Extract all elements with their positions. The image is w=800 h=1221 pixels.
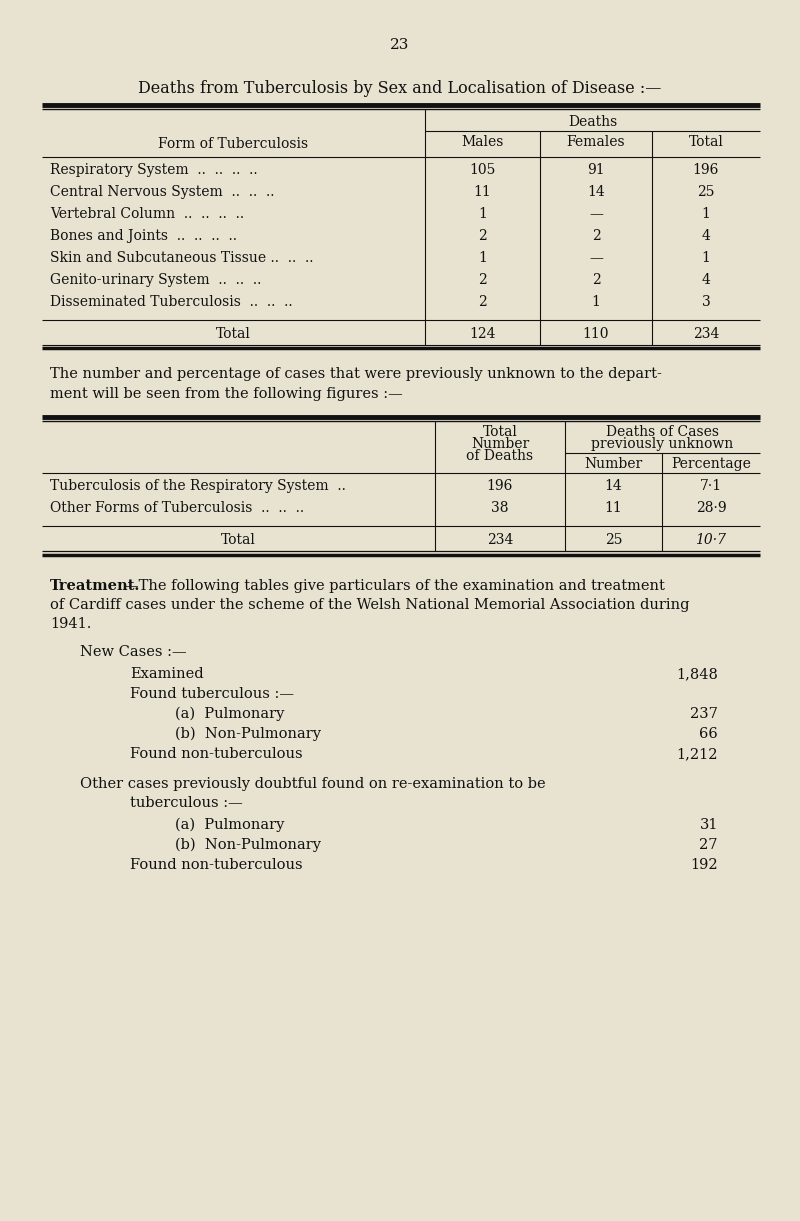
Text: Vertebral Column  ..  ..  ..  ..: Vertebral Column .. .. .. .. <box>50 208 244 221</box>
Text: ment will be seen from the following figures :—: ment will be seen from the following fig… <box>50 387 402 400</box>
Text: 2: 2 <box>592 274 600 287</box>
Text: Found tuberculous :—: Found tuberculous :— <box>130 687 294 701</box>
Text: 4: 4 <box>702 230 710 243</box>
Text: Total: Total <box>482 425 518 440</box>
Text: Disseminated Tuberculosis  ..  ..  ..: Disseminated Tuberculosis .. .. .. <box>50 295 293 309</box>
Text: 27: 27 <box>699 838 718 852</box>
Text: 25: 25 <box>605 534 622 547</box>
Text: 1941.: 1941. <box>50 617 91 631</box>
Text: 91: 91 <box>587 162 605 177</box>
Text: 7·1: 7·1 <box>700 479 722 493</box>
Text: 196: 196 <box>487 479 513 493</box>
Text: previously unknown: previously unknown <box>591 437 734 451</box>
Text: 124: 124 <box>470 327 496 341</box>
Text: —: — <box>589 252 603 265</box>
Text: 105: 105 <box>470 162 496 177</box>
Text: Form of Tuberculosis: Form of Tuberculosis <box>158 137 309 151</box>
Text: New Cases :—: New Cases :— <box>80 645 186 659</box>
Text: 25: 25 <box>698 186 714 199</box>
Text: The number and percentage of cases that were previously unknown to the depart-: The number and percentage of cases that … <box>50 368 662 381</box>
Text: 10·7: 10·7 <box>695 534 726 547</box>
Text: Deaths: Deaths <box>568 115 617 129</box>
Text: (a)  Pulmonary: (a) Pulmonary <box>175 818 284 833</box>
Text: Total: Total <box>216 327 251 341</box>
Text: 110: 110 <box>582 327 610 341</box>
Text: Number: Number <box>584 457 642 471</box>
Text: Number: Number <box>471 437 529 451</box>
Text: Other cases previously doubtful found on re-examination to be: Other cases previously doubtful found on… <box>80 777 546 791</box>
Text: Found non-tuberculous: Found non-tuberculous <box>130 858 302 872</box>
Text: Percentage: Percentage <box>671 457 751 471</box>
Text: (b)  Non-Pulmonary: (b) Non-Pulmonary <box>175 838 321 852</box>
Text: Genito-urinary System  ..  ..  ..: Genito-urinary System .. .. .. <box>50 274 262 287</box>
Text: 192: 192 <box>690 858 718 872</box>
Text: 2: 2 <box>478 230 487 243</box>
Text: of Deaths: of Deaths <box>466 449 534 463</box>
Text: Deaths from Tuberculosis by Sex and Localisation of Disease :—: Deaths from Tuberculosis by Sex and Loca… <box>138 81 662 96</box>
Text: 1: 1 <box>591 295 601 309</box>
Text: Found non-tuberculous: Found non-tuberculous <box>130 747 302 761</box>
Text: 14: 14 <box>587 186 605 199</box>
Text: Females: Females <box>566 136 626 149</box>
Text: Treatment.: Treatment. <box>50 579 140 593</box>
Text: tuberculous :—: tuberculous :— <box>130 796 242 810</box>
Text: 28·9: 28·9 <box>696 501 726 515</box>
Text: 31: 31 <box>699 818 718 832</box>
Text: 234: 234 <box>693 327 719 341</box>
Text: (b)  Non-Pulmonary: (b) Non-Pulmonary <box>175 726 321 741</box>
Text: 4: 4 <box>702 274 710 287</box>
Text: Total: Total <box>689 136 723 149</box>
Text: 196: 196 <box>693 162 719 177</box>
Text: 38: 38 <box>491 501 509 515</box>
Text: 1: 1 <box>478 208 487 221</box>
Text: 234: 234 <box>487 534 513 547</box>
Text: 2: 2 <box>478 274 487 287</box>
Text: Other Forms of Tuberculosis  ..  ..  ..: Other Forms of Tuberculosis .. .. .. <box>50 501 304 515</box>
Text: 11: 11 <box>474 186 491 199</box>
Text: Central Nervous System  ..  ..  ..: Central Nervous System .. .. .. <box>50 186 274 199</box>
Text: 23: 23 <box>390 38 410 53</box>
Text: 2: 2 <box>478 295 487 309</box>
Text: 3: 3 <box>702 295 710 309</box>
Text: 1: 1 <box>478 252 487 265</box>
Text: (a)  Pulmonary: (a) Pulmonary <box>175 707 284 722</box>
Text: —: — <box>589 208 603 221</box>
Text: 237: 237 <box>690 707 718 720</box>
Text: 2: 2 <box>592 230 600 243</box>
Text: —The following tables give particulars of the examination and treatment: —The following tables give particulars o… <box>124 579 665 593</box>
Text: Tuberculosis of the Respiratory System  ..: Tuberculosis of the Respiratory System .… <box>50 479 346 493</box>
Text: Deaths of Cases: Deaths of Cases <box>606 425 719 440</box>
Text: 11: 11 <box>605 501 622 515</box>
Text: 1,848: 1,848 <box>676 667 718 681</box>
Text: Total: Total <box>221 534 256 547</box>
Text: of Cardiff cases under the scheme of the Welsh National Memorial Association dur: of Cardiff cases under the scheme of the… <box>50 598 690 612</box>
Text: Examined: Examined <box>130 667 204 681</box>
Text: 1: 1 <box>702 252 710 265</box>
Text: 1,212: 1,212 <box>677 747 718 761</box>
Text: 14: 14 <box>605 479 622 493</box>
Text: 1: 1 <box>702 208 710 221</box>
Text: Bones and Joints  ..  ..  ..  ..: Bones and Joints .. .. .. .. <box>50 230 237 243</box>
Text: Males: Males <box>462 136 504 149</box>
Text: Skin and Subcutaneous Tissue ..  ..  ..: Skin and Subcutaneous Tissue .. .. .. <box>50 252 314 265</box>
Text: 66: 66 <box>699 726 718 741</box>
Text: Respiratory System  ..  ..  ..  ..: Respiratory System .. .. .. .. <box>50 162 258 177</box>
